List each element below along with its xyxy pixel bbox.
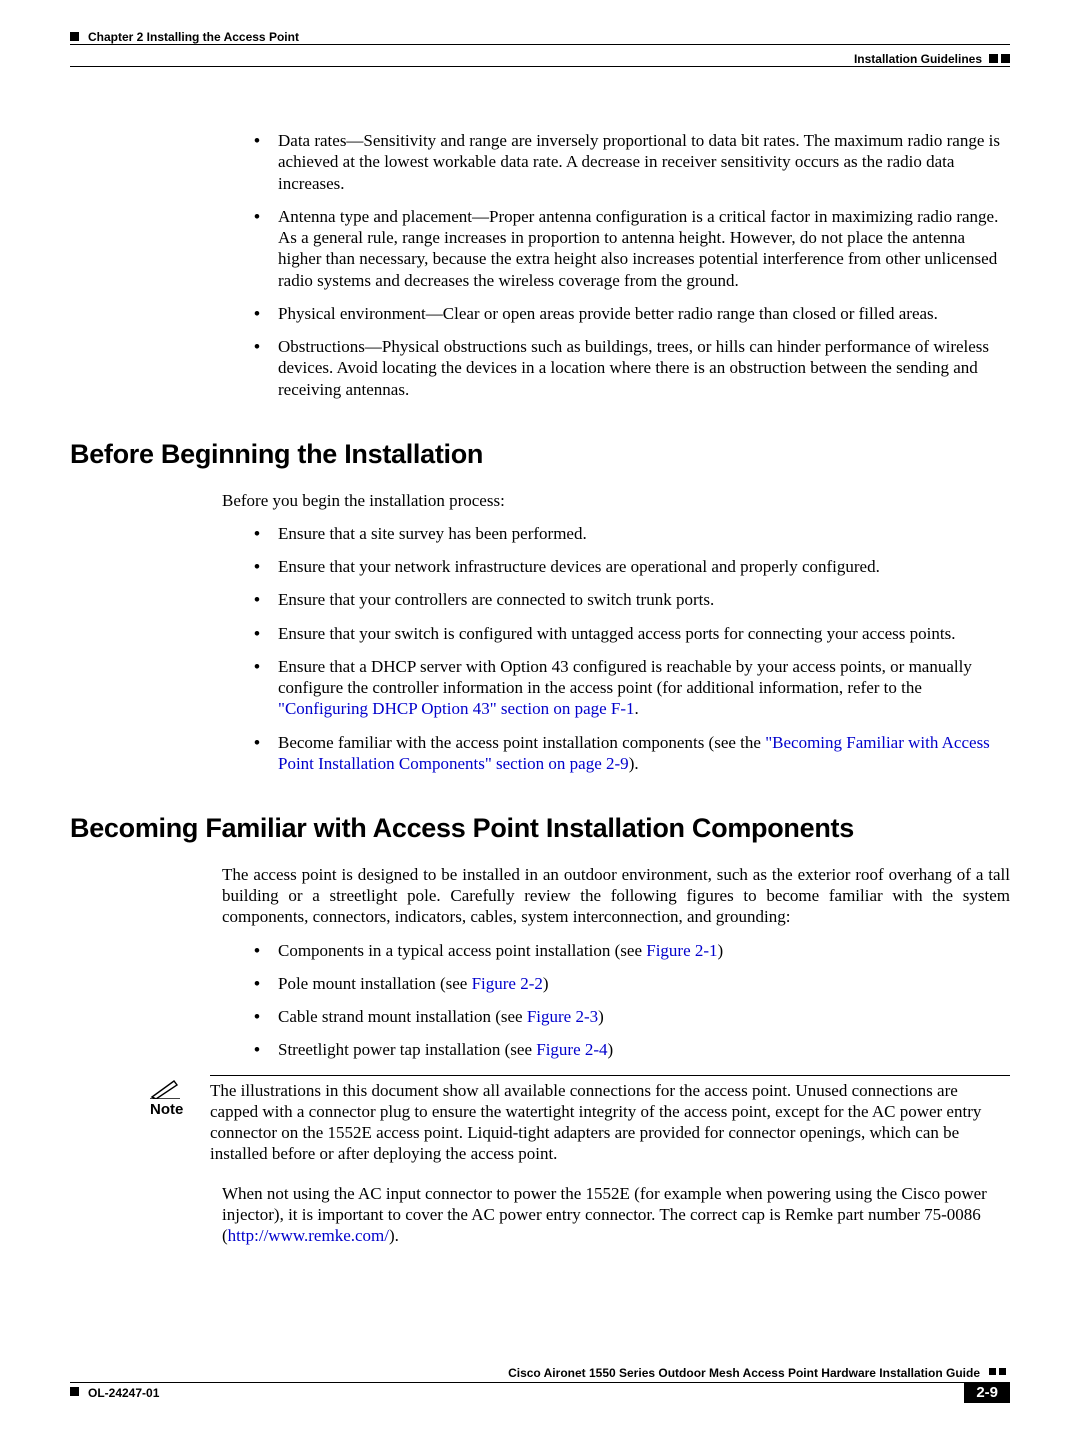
- figure-ref-link[interactable]: Figure 2-1: [646, 941, 717, 960]
- footer-marker: [999, 1368, 1006, 1375]
- list-item: Pole mount installation (see Figure 2-2): [250, 973, 1010, 994]
- list-item: Components in a typical access point ins…: [250, 940, 1010, 961]
- page-header: Chapter 2 Installing the Access Point In…: [70, 30, 1010, 80]
- list-item: Physical environment—Clear or open areas…: [250, 303, 1010, 324]
- list-item: Ensure that a site survey has been perfo…: [250, 523, 1010, 544]
- page-content: Data rates—Sensitivity and range are inv…: [70, 130, 1010, 1246]
- header-chapter-text: Chapter 2 Installing the Access Point: [88, 30, 299, 44]
- figure-ref-link[interactable]: Figure 2-4: [536, 1040, 607, 1059]
- text: ): [718, 941, 724, 960]
- figure-ref-link[interactable]: Figure 2-3: [527, 1007, 598, 1026]
- text: ).: [629, 754, 639, 773]
- footer-marker: [989, 1368, 996, 1375]
- factors-list: Data rates—Sensitivity and range are inv…: [70, 130, 1010, 400]
- paragraph: When not using the AC input connector to…: [70, 1183, 1010, 1247]
- text: ): [543, 974, 549, 993]
- header-marker: [1001, 54, 1010, 63]
- footer-doc-number: OL-24247-01: [88, 1386, 159, 1400]
- text: ): [608, 1040, 614, 1059]
- header-marker: [70, 32, 79, 41]
- intro-text: The access point is designed to be insta…: [70, 864, 1010, 928]
- prep-list: Ensure that a site survey has been perfo…: [70, 523, 1010, 774]
- section-heading-components: Becoming Familiar with Access Point Inst…: [70, 812, 1010, 846]
- text: Components in a typical access point ins…: [278, 941, 646, 960]
- external-link[interactable]: http://www.remke.com/: [228, 1226, 389, 1245]
- list-item: Ensure that your network infrastructure …: [250, 556, 1010, 577]
- list-item: Antenna type and placement—Proper antenn…: [250, 206, 1010, 291]
- text: .: [635, 699, 639, 718]
- header-marker: [989, 54, 998, 63]
- page-footer: Cisco Aironet 1550 Series Outdoor Mesh A…: [70, 1366, 1010, 1406]
- list-item: Ensure that a DHCP server with Option 43…: [250, 656, 1010, 720]
- header-rule: [70, 44, 1010, 45]
- section-heading-before-beginning: Before Beginning the Installation: [70, 438, 1010, 472]
- footer-page-number: 2-9: [964, 1382, 1010, 1403]
- text: Become familiar with the access point in…: [278, 733, 765, 752]
- footer-guide-title: Cisco Aironet 1550 Series Outdoor Mesh A…: [508, 1366, 980, 1380]
- note-label: Note: [150, 1101, 210, 1120]
- list-item: Obstructions—Physical obstructions such …: [250, 336, 1010, 400]
- cross-ref-link[interactable]: "Configuring DHCP Option 43" section on …: [278, 699, 635, 718]
- intro-text: Before you begin the installation proces…: [70, 490, 1010, 511]
- text: ).: [389, 1226, 399, 1245]
- pencil-icon: [150, 1077, 180, 1099]
- list-item: Ensure that your controllers are connect…: [250, 589, 1010, 610]
- figure-ref-link[interactable]: Figure 2-2: [472, 974, 543, 993]
- text: Pole mount installation (see: [278, 974, 472, 993]
- note-rule: [210, 1075, 1010, 1076]
- components-list: Components in a typical access point ins…: [70, 940, 1010, 1061]
- text: Cable strand mount installation (see: [278, 1007, 527, 1026]
- note-block: Note The illustrations in this document …: [70, 1075, 1010, 1165]
- list-item: Cable strand mount installation (see Fig…: [250, 1006, 1010, 1027]
- text: Ensure that a DHCP server with Option 43…: [278, 657, 972, 697]
- list-item: Ensure that your switch is configured wi…: [250, 623, 1010, 644]
- header-section-text: Installation Guidelines: [854, 52, 982, 66]
- list-item: Streetlight power tap installation (see …: [250, 1039, 1010, 1060]
- note-body-wrap: The illustrations in this document show …: [210, 1075, 1010, 1165]
- text: Streetlight power tap installation (see: [278, 1040, 536, 1059]
- list-item: Data rates—Sensitivity and range are inv…: [250, 130, 1010, 194]
- note-icon-column: Note: [150, 1075, 210, 1120]
- footer-marker: [70, 1387, 79, 1396]
- text: ): [598, 1007, 604, 1026]
- header-rule: [70, 66, 1010, 67]
- list-item: Become familiar with the access point in…: [250, 732, 1010, 775]
- note-body-text: The illustrations in this document show …: [210, 1080, 1010, 1165]
- document-page: Chapter 2 Installing the Access Point In…: [0, 0, 1080, 1446]
- footer-rule: [70, 1382, 1010, 1383]
